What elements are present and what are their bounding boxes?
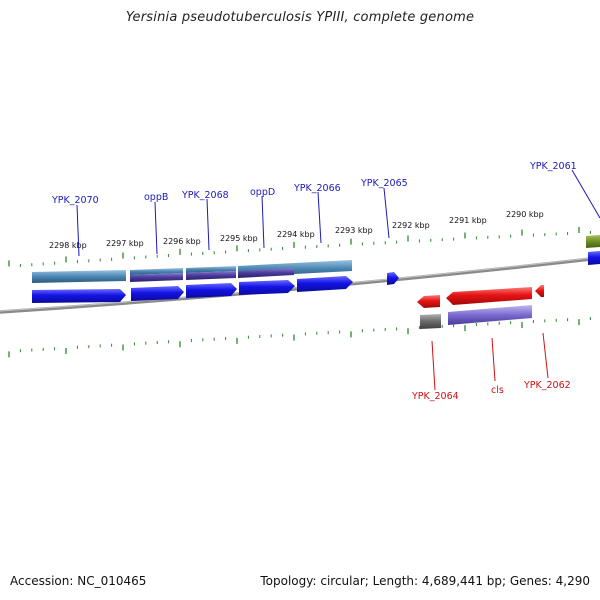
gene-arrow-ypk-2065[interactable] [387, 272, 399, 285]
scale-label: 2295 kbp [220, 234, 258, 243]
lower-scale-ticks [8, 317, 591, 358]
leader-line [491, 337, 496, 382]
map-title: Yersinia pseudotuberculosis YPIII, compl… [125, 10, 475, 25]
leader-line [206, 198, 210, 251]
upper-scale-ticks [8, 227, 591, 267]
reverse-genes [417, 285, 544, 308]
cog-block-olive [586, 235, 600, 248]
gene-arrow-ypk-2068[interactable] [186, 283, 237, 298]
gene-label-ypk-2062[interactable]: YPK_2062 [523, 380, 571, 391]
scale-label: 2290 kbp [506, 210, 544, 219]
leader-line [571, 169, 600, 219]
leader-line [431, 340, 436, 391]
gene-arrow-ypk-2064[interactable] [417, 295, 440, 308]
gene-arrow-ypk-2066[interactable] [297, 276, 353, 292]
forward-gene-labels: YPK_2070 oppB YPK_2068 oppD YPK_2066 YPK… [51, 161, 600, 257]
cog-block-lavender [448, 305, 532, 325]
cog-block-teal [130, 268, 183, 275]
cog-block-purple [186, 271, 236, 280]
reverse-gene-labels: YPK_2064 cls YPK_2062 [411, 332, 571, 402]
gene-label-ypk-2065[interactable]: YPK_2065 [360, 178, 408, 189]
leader-line [383, 187, 390, 239]
leader-line [542, 332, 549, 379]
cog-block-teal [32, 270, 126, 283]
leader-line [76, 204, 80, 257]
gene-label-cls[interactable]: cls [491, 385, 504, 396]
gene-label-ypk-2064[interactable]: YPK_2064 [411, 391, 459, 402]
gene-arrow-ypk-2070[interactable] [32, 289, 126, 303]
leader-line [154, 201, 158, 255]
gene-arrow-ypk-2061[interactable] [588, 251, 600, 265]
gene-arrow-oppb[interactable] [131, 286, 184, 301]
gene-arrow-ypk-2062[interactable] [535, 285, 544, 297]
genome-info-text: Topology: circular; Length: 4,689,441 bp… [260, 574, 590, 588]
gene-arrow-oppd[interactable] [239, 280, 295, 295]
scale-label: 2294 kbp [277, 230, 315, 239]
gene-arrow-cls[interactable] [446, 287, 532, 305]
scale-label: 2297 kbp [106, 239, 144, 248]
gene-label-ypk-2068[interactable]: YPK_2068 [181, 190, 229, 201]
cog-block-purple [238, 268, 294, 278]
scale-label: 2292 kbp [392, 221, 430, 230]
accession-text: Accession: NC_010465 [10, 574, 147, 588]
leader-line [261, 195, 265, 249]
cog-block-purple [130, 273, 183, 282]
gene-label-ypk-2070[interactable]: YPK_2070 [51, 195, 99, 206]
leader-line [317, 191, 322, 244]
scale-label: 2293 kbp [335, 226, 373, 235]
cog-block-gray [420, 314, 441, 329]
cog-block-teal [186, 266, 236, 273]
gene-label-oppd[interactable]: oppD [250, 187, 275, 198]
scale-label: 2298 kbp [49, 241, 87, 250]
cog-band-forward [32, 235, 600, 283]
gene-label-ypk-2061[interactable]: YPK_2061 [529, 161, 577, 172]
forward-genes [32, 251, 600, 303]
gene-label-ypk-2066[interactable]: YPK_2066 [293, 183, 341, 194]
cog-band-reverse [420, 305, 532, 329]
scale-labels: 2298 kbp 2297 kbp 2296 kbp 2295 kbp 2294… [49, 210, 544, 250]
gene-label-oppb[interactable]: oppB [144, 192, 168, 203]
scale-label: 2291 kbp [449, 216, 487, 225]
scale-label: 2296 kbp [163, 237, 201, 246]
